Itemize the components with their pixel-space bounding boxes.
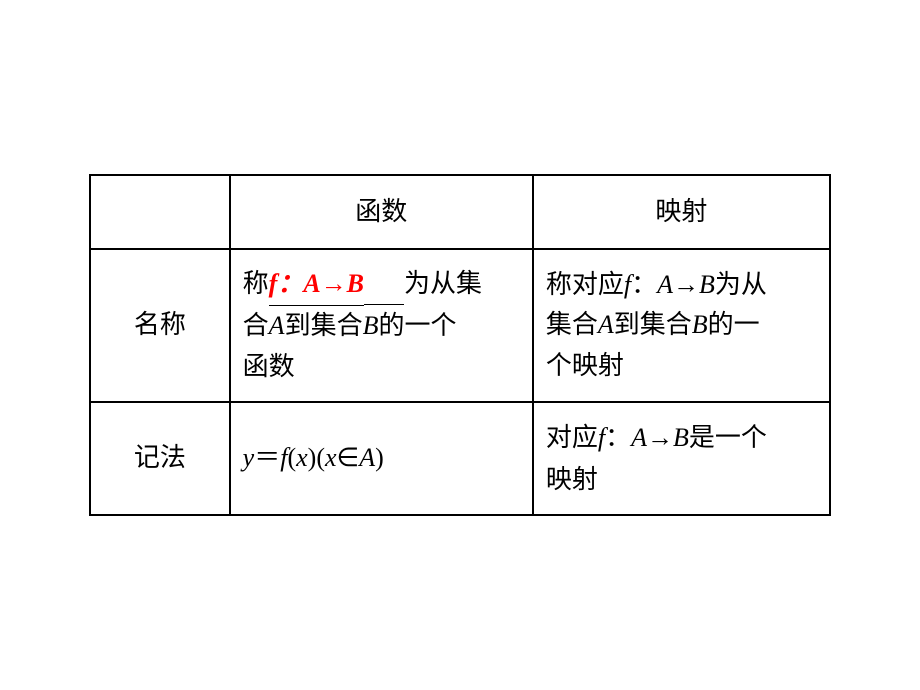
var-y: y <box>243 443 255 472</box>
var-ab: A→B <box>657 270 715 299</box>
comparison-table: 函数 映射 名称 称f：A→B为从集 合A到集合B的一个 函数 称对应f：A→B… <box>89 174 831 516</box>
comparison-table-wrapper: 函数 映射 名称 称f：A→B为从集 合A到集合B的一个 函数 称对应f：A→B… <box>89 174 831 516</box>
text-colon: ： <box>631 270 657 299</box>
header-row: 函数 映射 <box>90 175 830 249</box>
row-name-function: 称f：A→B 为从集 合A到集合B的一个 函数 <box>230 249 533 402</box>
text-pc: )( <box>308 443 325 472</box>
text-line2c: 的一 <box>708 310 760 339</box>
text-prefix: 称 <box>243 269 269 298</box>
text-end: ) <box>375 443 384 472</box>
header-empty <box>90 175 230 249</box>
var-ab: A→B <box>631 423 689 452</box>
text-line2b: 到集合 <box>614 310 692 339</box>
row-notation-mapping: 对应f：A→B是一个 映射 <box>533 402 830 515</box>
text-line3: 个映射 <box>546 351 624 380</box>
text-suffix1: 为从 <box>715 270 767 299</box>
var-x2: x <box>325 443 337 472</box>
row-notation-function: y＝f(x)(x∈A) <box>230 402 533 515</box>
header-mapping: 映射 <box>533 175 830 249</box>
row-name-label: 名称 <box>90 249 230 402</box>
text-line3: 函数 <box>243 352 295 381</box>
text-prefix: 称对应 <box>546 270 624 299</box>
row-notation: 记法 y＝f(x)(x∈A) 对应f：A→B是一个 映射 <box>90 402 830 515</box>
underline-ext <box>364 304 404 305</box>
row-name: 名称 称f：A→B为从集 合A到集合B的一个 函数 称对应f：A→B为从 集合A… <box>90 249 830 402</box>
text-line2a: 合 <box>243 311 269 340</box>
var-b: B <box>363 311 379 340</box>
text-line2: 映射 <box>546 465 598 494</box>
text-colon: ： <box>605 423 631 452</box>
text-suffix1: 为从集 <box>404 269 482 298</box>
var-x1: x <box>296 443 308 472</box>
text-line2b: 到集合 <box>285 311 363 340</box>
var-f: f <box>624 270 631 299</box>
var-a: A <box>269 311 285 340</box>
highlight-fab: f：A→B <box>269 269 364 298</box>
text-prefix: 对应 <box>546 423 598 452</box>
var-a: A <box>359 443 375 472</box>
var-b: B <box>692 310 708 339</box>
text-suffix: 是一个 <box>689 423 767 452</box>
row-name-mapping: 称对应f：A→B为从 集合A到集合B的一 个映射 <box>533 249 830 402</box>
header-function: 函数 <box>230 175 533 249</box>
var-a: A <box>598 310 614 339</box>
text-line2a: 集合 <box>546 310 598 339</box>
row-notation-label: 记法 <box>90 402 230 515</box>
text-po: ( <box>287 443 296 472</box>
text-in: ∈ <box>337 443 360 472</box>
var-f: f <box>598 423 605 452</box>
text-eq: ＝ <box>254 443 280 472</box>
text-line2c: 的一个 <box>378 311 456 340</box>
